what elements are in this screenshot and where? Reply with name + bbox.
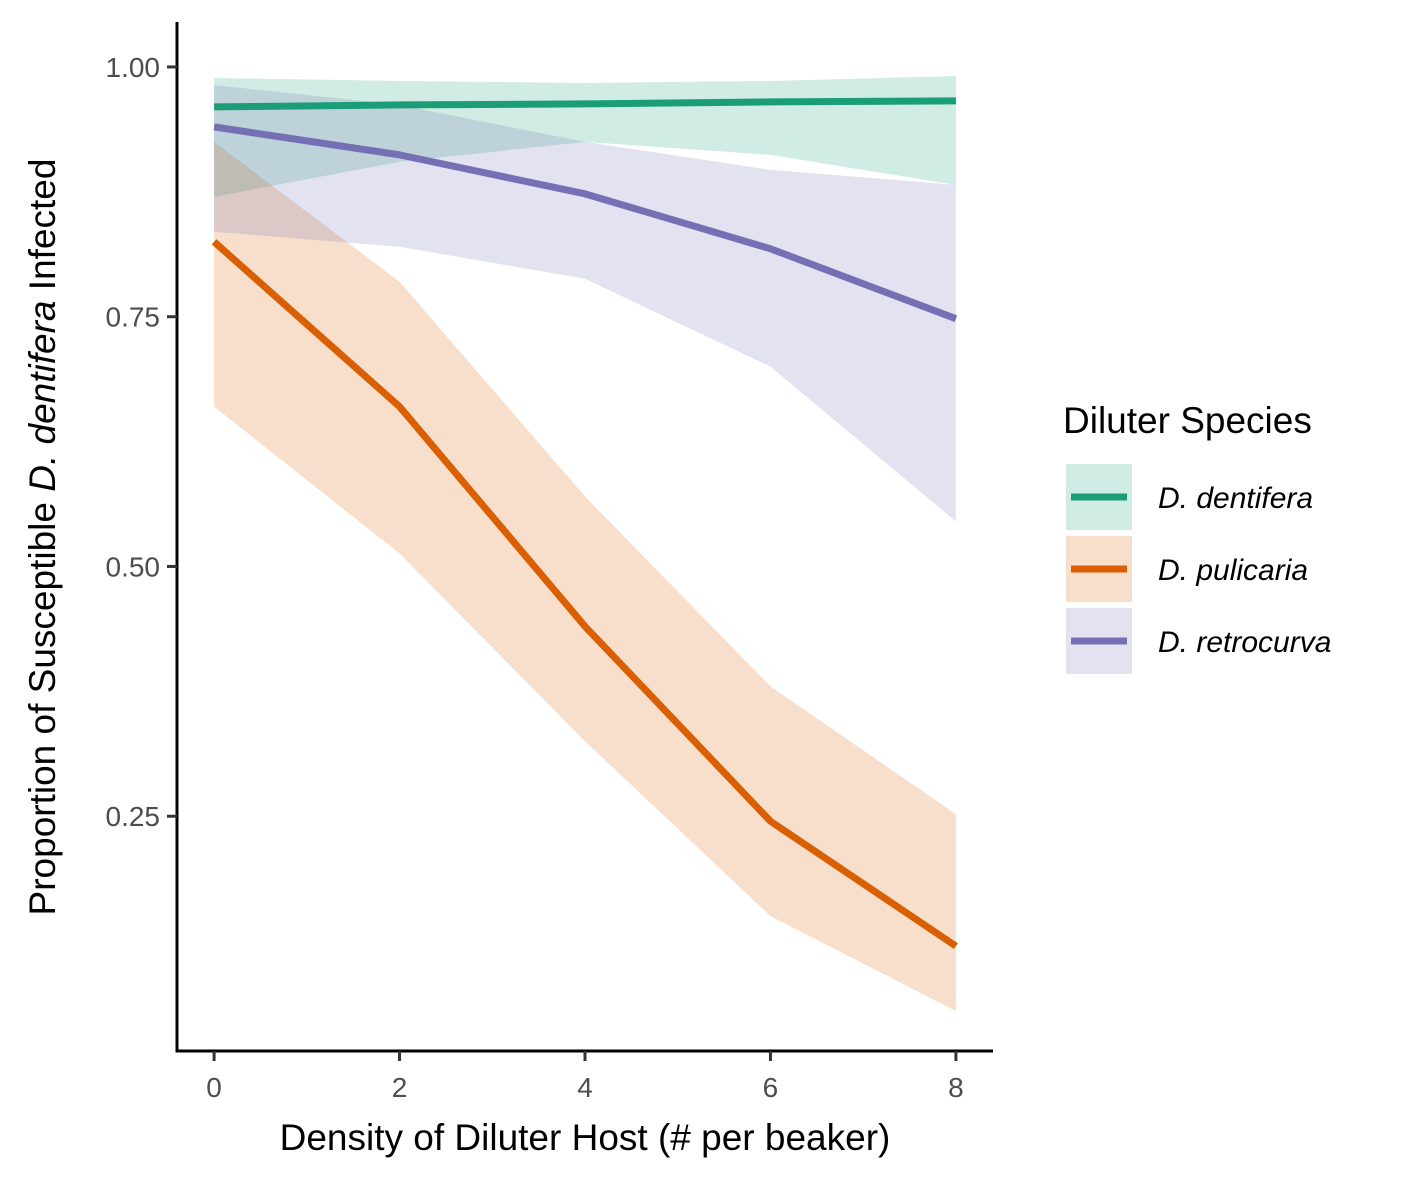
- band-d-retrocurva: [214, 84, 956, 522]
- x-tick-label: 8: [948, 1072, 964, 1103]
- legend-item-d-pulicaria: D. pulicaria: [1066, 536, 1308, 602]
- legend-label: D. dentifera: [1158, 482, 1313, 515]
- x-tick-label: 6: [763, 1072, 779, 1103]
- legend-item-d-dentifera: D. dentifera: [1066, 464, 1313, 530]
- y-axis-title-part-3: Infected: [22, 159, 63, 301]
- legend-items: D. dentifera D. pulicaria D. retrocurva: [1066, 464, 1331, 674]
- y-tick-label: 0.75: [106, 302, 161, 333]
- x-tick-label: 0: [206, 1072, 222, 1103]
- x-ticks: 0 2 4 6 8: [206, 1051, 964, 1103]
- line-d-dentifera: [214, 97, 956, 111]
- legend: Diluter Species D. dentifera D. pulicaria…: [1063, 400, 1331, 674]
- line-d-retrocurva: [213, 123, 958, 322]
- axes: 0.25 0.50 0.75 1.00 0 2 4 6 8: [106, 22, 993, 1103]
- legend-label: D. pulicaria: [1158, 554, 1308, 587]
- legend-title: Diluter Species: [1063, 400, 1312, 441]
- x-axis-title: Density of Diluter Host (# per beaker): [280, 1117, 891, 1158]
- y-tick-label: 1.00: [106, 52, 161, 83]
- y-axis-title: Proportion of Susceptible D. dentifera I…: [22, 159, 63, 916]
- band-d-pulicaria: [214, 141, 956, 1012]
- legend-label: D. retrocurva: [1158, 626, 1331, 659]
- x-tick-label: 2: [392, 1072, 408, 1103]
- legend-item-d-retrocurva: D. retrocurva: [1066, 608, 1331, 674]
- y-axis-title-part-2: D. dentifera: [22, 300, 63, 491]
- series-lines: [211, 97, 958, 950]
- y-tick-label: 0.25: [106, 801, 161, 832]
- line-d-pulicaria: [211, 239, 958, 950]
- x-tick-label: 4: [577, 1072, 593, 1103]
- y-tick-label: 0.50: [106, 551, 161, 582]
- y-ticks: 0.25 0.50 0.75 1.00: [106, 52, 177, 832]
- y-axis-title-part-1: Proportion of Susceptible: [22, 492, 63, 916]
